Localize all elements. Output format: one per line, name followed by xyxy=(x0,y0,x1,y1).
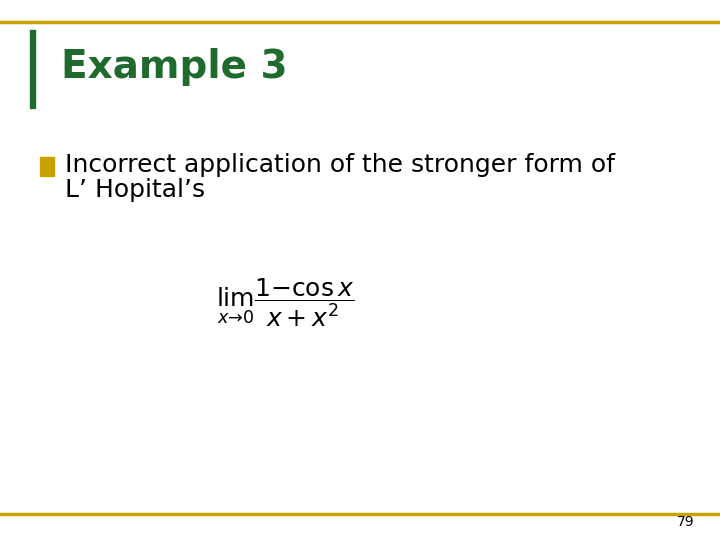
Text: Example 3: Example 3 xyxy=(61,49,288,86)
Text: L’ Hopital’s: L’ Hopital’s xyxy=(65,178,205,202)
Text: Incorrect application of the stronger form of: Incorrect application of the stronger fo… xyxy=(65,153,615,177)
Text: 79: 79 xyxy=(678,515,695,529)
Text: $\lim_{x \to 0} \dfrac{1 - \cos x}{x + x^2}$: $\lim_{x \to 0} \dfrac{1 - \cos x}{x + x… xyxy=(216,276,354,328)
Bar xyxy=(30,30,35,108)
Bar xyxy=(40,157,54,176)
